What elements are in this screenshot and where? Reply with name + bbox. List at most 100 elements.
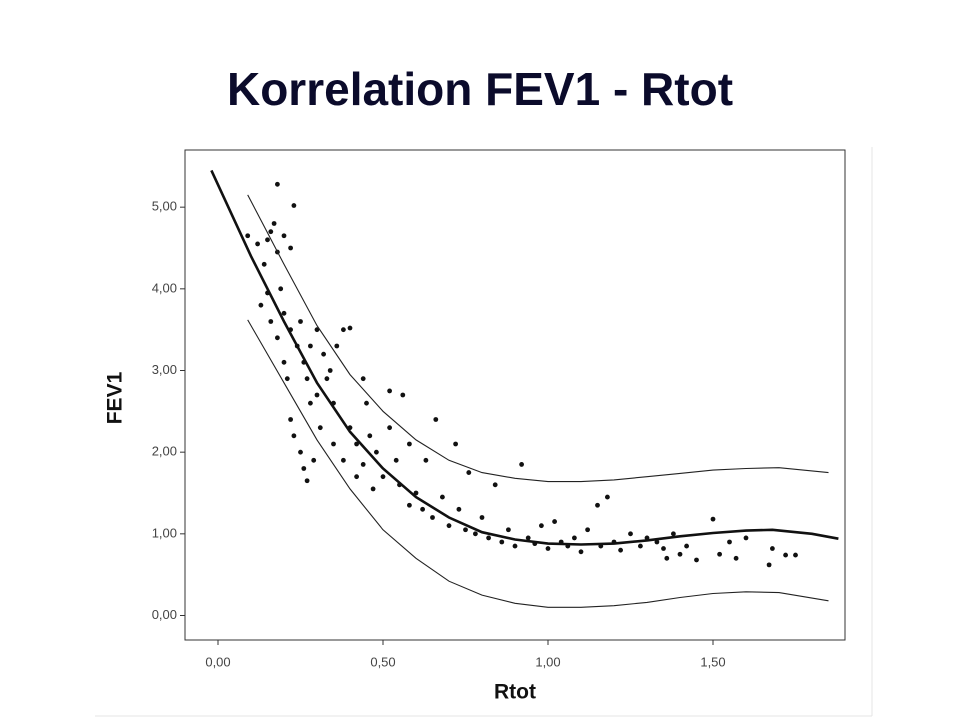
data-point: [661, 546, 666, 551]
data-point: [370, 486, 376, 492]
x-tick-label: 1,50: [700, 654, 725, 669]
data-point: [407, 502, 412, 508]
data-point: [298, 449, 303, 455]
data-point: [317, 425, 323, 431]
y-tick-label: 1,00: [152, 525, 177, 540]
data-point: [275, 181, 280, 187]
data-point: [717, 551, 722, 557]
data-point: [393, 457, 399, 463]
data-point: [423, 457, 429, 463]
data-point: [407, 441, 412, 447]
data-point: [308, 343, 313, 349]
data-point: [420, 506, 425, 512]
data-point: [387, 425, 392, 431]
x-tick-label: 1,00: [535, 654, 560, 669]
data-point: [605, 494, 610, 500]
data-point: [380, 474, 386, 480]
fit-line: [210, 169, 839, 546]
data-point: [288, 245, 293, 251]
data-point: [473, 531, 478, 537]
data-point: [512, 543, 518, 549]
prediction-band: [247, 194, 829, 483]
data-point: [360, 376, 366, 382]
data-point: [258, 302, 264, 308]
data-point: [671, 531, 676, 537]
data-point: [552, 519, 557, 524]
y-tick-label: 3,00: [152, 362, 177, 377]
data-point: [360, 462, 366, 467]
data-point: [298, 319, 303, 324]
x-axis-title: Rtot: [494, 681, 536, 704]
data-point: [364, 400, 369, 406]
y-tick-label: 4,00: [152, 280, 177, 295]
data-point: [327, 368, 333, 373]
x-tick-label: 0,00: [205, 654, 230, 669]
data-point: [463, 527, 468, 533]
data-point: [733, 555, 739, 561]
data-point: [400, 392, 406, 398]
data-point: [413, 490, 419, 496]
data-point: [311, 457, 317, 463]
data-point: [677, 551, 683, 557]
plot-area: [184, 149, 846, 641]
data-point: [694, 557, 699, 563]
data-point: [367, 433, 373, 439]
y-tick-label: 5,00: [152, 199, 177, 214]
y-tick-label: 2,00: [152, 444, 177, 459]
data-point: [539, 523, 544, 529]
data-point: [466, 470, 472, 475]
data-point: [793, 552, 798, 558]
data-point: [453, 441, 458, 447]
data-point: [281, 233, 287, 239]
data-point: [446, 523, 452, 529]
data-point: [261, 261, 267, 267]
data-point: [519, 462, 524, 467]
data-point: [486, 535, 491, 541]
x-tick-label: 0,50: [370, 654, 395, 669]
data-point: [710, 516, 716, 522]
data-point: [304, 478, 310, 484]
data-point: [506, 527, 511, 533]
data-point: [278, 286, 284, 292]
data-point: [618, 547, 623, 553]
data-point: [255, 241, 260, 247]
data-point: [341, 457, 346, 463]
data-point: [727, 539, 732, 545]
data-point: [265, 237, 270, 243]
data-point: [331, 441, 336, 447]
data-point: [314, 392, 320, 398]
data-point: [291, 203, 297, 208]
data-point: [281, 359, 287, 365]
data-point: [499, 539, 505, 545]
data-point: [374, 449, 379, 455]
data-point: [430, 515, 435, 520]
data-point: [766, 562, 772, 568]
data-point: [268, 319, 274, 324]
data-point: [354, 474, 359, 480]
data-point: [433, 417, 439, 422]
data-point: [324, 376, 330, 382]
data-point: [275, 335, 280, 341]
data-point: [654, 539, 660, 545]
data-point: [284, 376, 290, 382]
data-point: [304, 376, 310, 382]
data-point: [585, 527, 590, 533]
data-point: [288, 417, 293, 422]
data-point: [281, 310, 287, 316]
data-point: [347, 325, 353, 331]
data-point: [628, 531, 633, 537]
data-point: [664, 555, 670, 561]
y-tick-label: 0,00: [152, 607, 177, 622]
data-point: [271, 221, 277, 226]
data-point: [321, 351, 326, 357]
data-point: [301, 466, 307, 471]
data-point: [291, 433, 297, 439]
data-point: [545, 546, 551, 551]
data-point: [525, 535, 531, 541]
y-axis-title: FEV1: [104, 371, 127, 424]
data-point: [308, 400, 313, 406]
data-point: [245, 233, 251, 239]
data-point: [638, 543, 643, 549]
